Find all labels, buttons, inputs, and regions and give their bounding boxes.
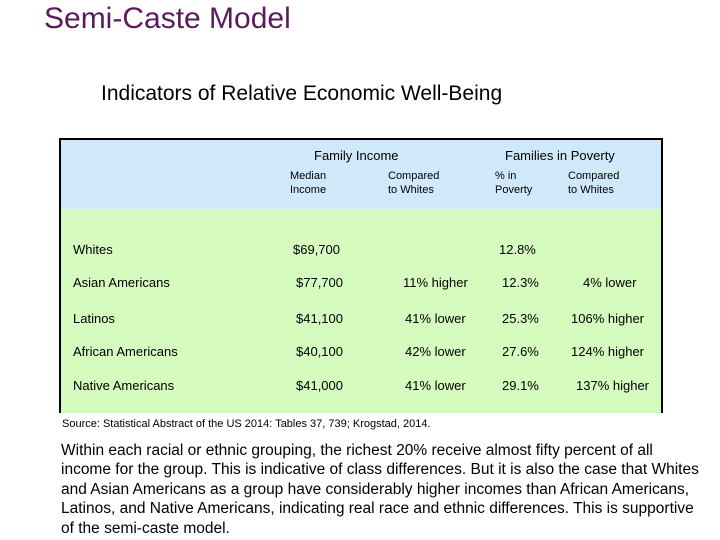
row-poverty-african-americans: 27.6%	[502, 344, 539, 359]
row-median-african-americans: $40,100	[296, 344, 343, 359]
header-pct-poverty: % in Poverty	[495, 169, 532, 197]
row-poverty-native-americans: 29.1%	[502, 378, 539, 393]
table-body: Whites $69,700 12.8% Asian Americans $77…	[61, 209, 661, 413]
header-poverty-compared-line1: Compared	[568, 170, 620, 182]
row-poverty-latinos: 25.3%	[502, 311, 539, 326]
row-group-native-americans: Native Americans	[73, 378, 175, 393]
row-poverty-asian-americans: 12.3%	[502, 275, 539, 290]
header-income-compared-line2: to Whites	[388, 184, 434, 196]
row-group-latinos: Latinos	[73, 311, 115, 326]
header-poverty-compared: Compared to Whites	[568, 169, 619, 197]
header-families-in-poverty: Families in Poverty	[505, 148, 615, 163]
row-poverty-cmp-native-americans: 137% higher	[576, 378, 649, 393]
row-median-whites: $69,700	[293, 242, 340, 257]
row-median-latinos: $41,100	[296, 311, 343, 326]
header-poverty-compared-line2: to Whites	[568, 184, 614, 196]
row-income-cmp-native-americans: 41% lower	[405, 378, 466, 393]
header-median-income: Median Income	[290, 169, 326, 197]
source-citation: Source: Statistical Abstract of the US 2…	[62, 418, 431, 430]
row-median-native-americans: $41,000	[296, 378, 343, 393]
header-pct-poverty-line2: Poverty	[495, 184, 533, 196]
row-poverty-cmp-african-americans: 124% higher	[571, 344, 644, 359]
indicators-table: Family Income Families in Poverty Median…	[59, 138, 663, 413]
row-poverty-whites: 12.8%	[499, 242, 536, 257]
row-group-asian-americans: Asian Americans	[73, 275, 170, 290]
header-pct-poverty-line1: % in	[495, 170, 517, 182]
row-poverty-cmp-asian-americans: 4% lower	[583, 275, 637, 290]
row-group-african-americans: African Americans	[73, 344, 178, 359]
row-median-asian-americans: $77,700	[296, 275, 343, 290]
header-income-compared: Compared to Whites	[388, 169, 439, 197]
row-poverty-cmp-latinos: 106% higher	[571, 311, 644, 326]
row-income-cmp-african-americans: 42% lower	[405, 344, 466, 359]
header-median-income-line2: Income	[290, 184, 327, 196]
header-income-compared-line1: Compared	[388, 170, 440, 182]
header-median-income-line1: Median	[290, 170, 327, 182]
slide-title: Semi-Caste Model	[44, 2, 291, 35]
header-family-income: Family Income	[314, 148, 399, 163]
row-income-cmp-latinos: 41% lower	[405, 311, 466, 326]
slide-subtitle: Indicators of Relative Economic Well-Bei…	[101, 82, 503, 105]
row-income-cmp-asian-americans: 11% higher	[403, 275, 468, 290]
summary-paragraph: Within each racial or ethnic grouping, t…	[61, 442, 699, 537]
table-header: Family Income Families in Poverty Median…	[61, 140, 661, 209]
row-group-whites: Whites	[73, 242, 113, 257]
